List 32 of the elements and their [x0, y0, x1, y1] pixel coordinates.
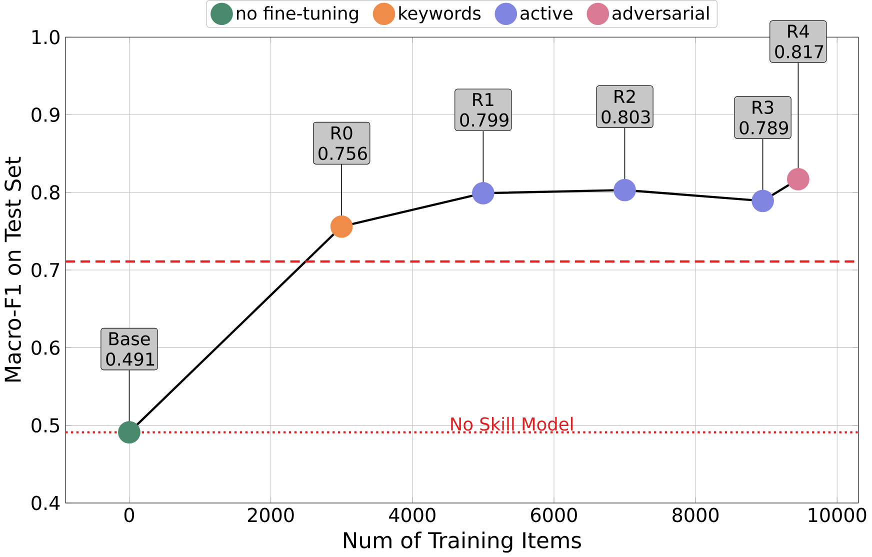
x-tick-label: 0 — [124, 508, 134, 522]
y-tick-label: 0.8 — [32, 185, 60, 200]
x-tick-label: 2000 — [248, 508, 294, 522]
annotation: R3 0.789 — [740, 100, 788, 134]
x-axis-title: Num of Training Items — [344, 531, 581, 553]
y-tick-label: 0.4 — [32, 496, 60, 510]
y-tick-label: 1.0 — [32, 30, 60, 44]
x-tick-label: 6000 — [531, 508, 577, 522]
x-tick-label: 10000 — [808, 508, 866, 522]
y-tick-label: 0.6 — [32, 340, 60, 355]
annotation: R1 0.799 — [460, 93, 508, 127]
legend-label: active — [520, 6, 572, 20]
annotation: Base 0.491 — [106, 332, 154, 366]
point — [330, 215, 353, 238]
annotation: R2 0.803 — [602, 90, 650, 124]
x-tick-label: 8000 — [672, 508, 719, 522]
legend-label: adversarial — [612, 6, 709, 20]
legend-label: no fine-tuning — [236, 6, 358, 24]
point — [118, 421, 140, 444]
legend-label: keywords — [399, 6, 481, 24]
point — [752, 190, 774, 212]
y-axis-title: Macro-F1 on Test Set — [4, 156, 22, 382]
ref-line-label: No Skill Model — [451, 416, 573, 431]
y-tick-label: 0.5 — [32, 418, 60, 432]
annotation: R0 0.756 — [318, 126, 367, 160]
point — [472, 182, 494, 204]
point — [614, 178, 636, 202]
x-tick-label: 4000 — [389, 508, 436, 522]
point — [787, 168, 810, 190]
y-tick-label: 0.9 — [32, 107, 60, 122]
y-tick-label: 0.7 — [32, 262, 60, 278]
annotation: R4 0.817 — [775, 24, 824, 58]
